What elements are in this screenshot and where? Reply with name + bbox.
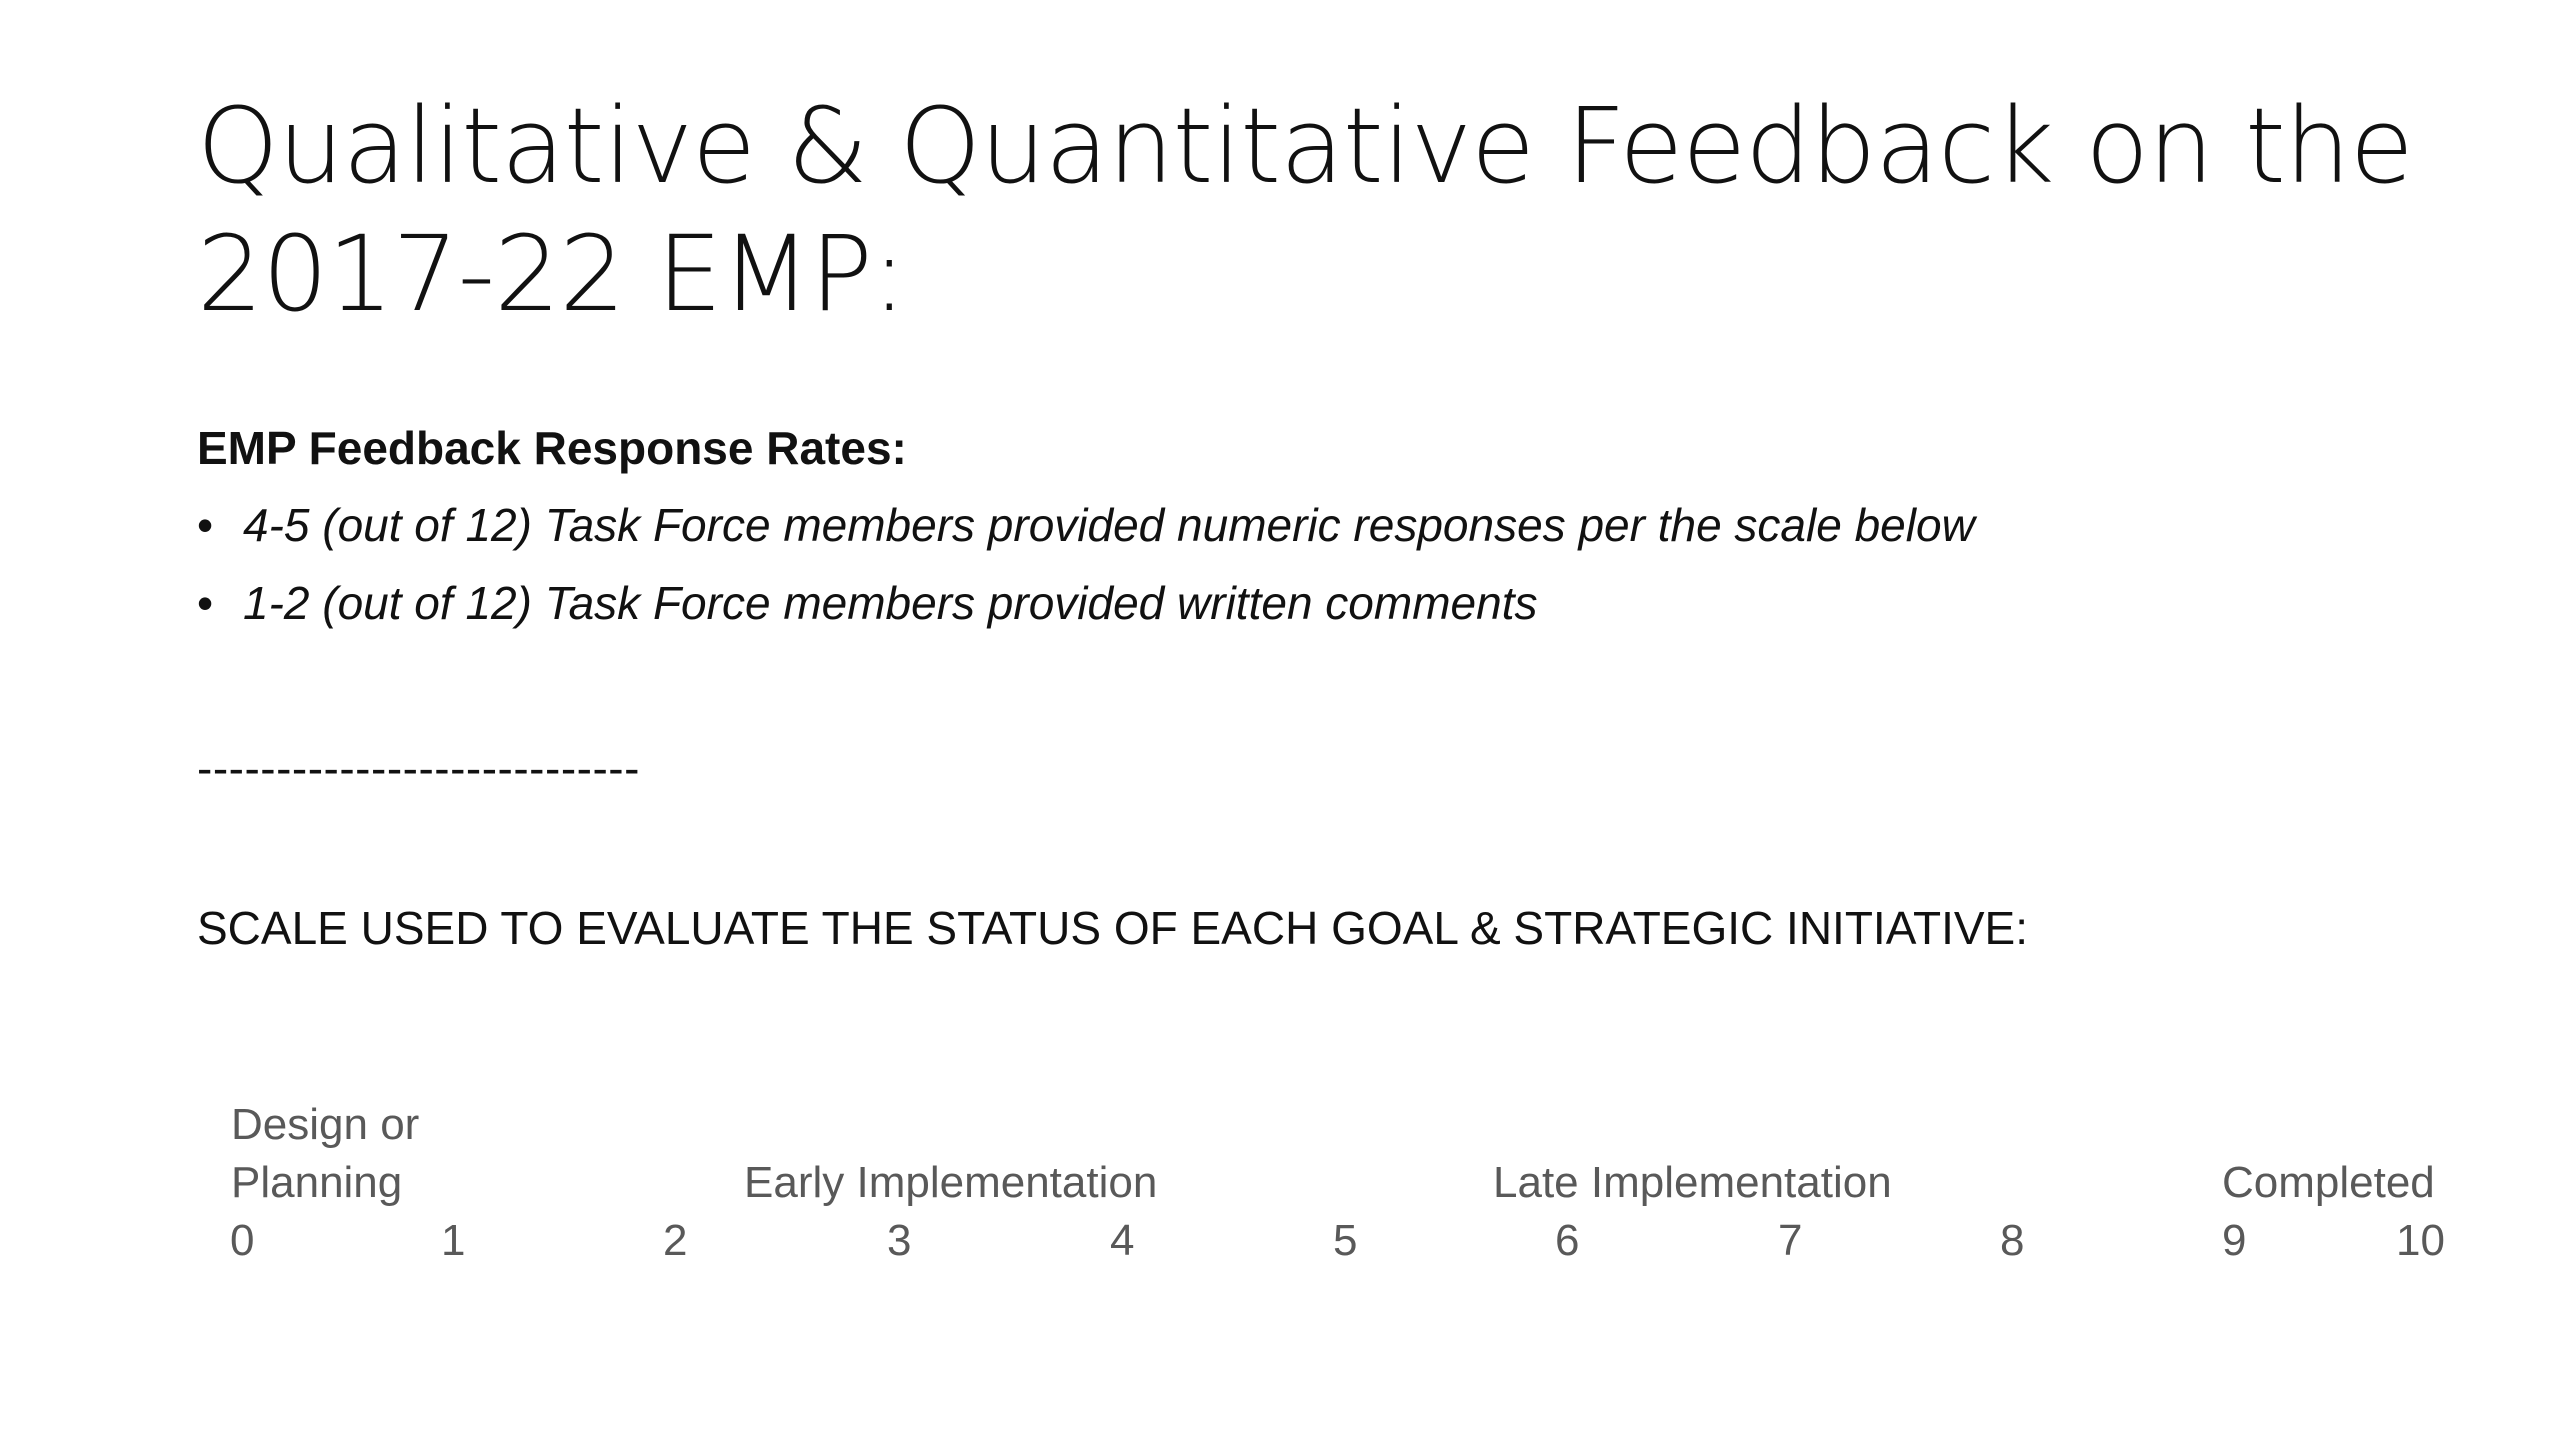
slide-title-line-1: Qualitative & Quantitative Feedback on t… <box>197 85 2414 207</box>
scale-label-completed: Completed <box>2222 1158 2435 1207</box>
scale-label-design-line1: Design or <box>231 1100 420 1149</box>
scale-label-late-implementation: Late Implementation <box>1493 1158 1892 1207</box>
scale-number-10: 10 <box>2396 1216 2445 1265</box>
scale-number-3: 3 <box>887 1216 912 1265</box>
scale-number-1: 1 <box>441 1216 466 1265</box>
scale-number-2: 2 <box>663 1216 688 1265</box>
scale-label-early-implementation: Early Implementation <box>744 1158 1158 1207</box>
scale-number-8: 8 <box>2000 1216 2025 1265</box>
bullet-icon: • <box>197 499 214 551</box>
bullet-text-numeric-responses: 4-5 (out of 12) Task Force members provi… <box>243 499 1975 551</box>
scale-number-6: 6 <box>1555 1216 1580 1265</box>
list-item: • 1-2 (out of 12) Task Force members pro… <box>197 575 1975 653</box>
scale-label-design-line2: Planning <box>231 1158 403 1207</box>
scale-number-9: 9 <box>2222 1216 2247 1265</box>
scale-heading: SCALE USED TO EVALUATE THE STATUS OF EAC… <box>197 902 2028 954</box>
list-item: • 4-5 (out of 12) Task Force members pro… <box>197 497 1975 575</box>
scale-number-4: 4 <box>1110 1216 1135 1265</box>
response-rates-list: • 4-5 (out of 12) Task Force members pro… <box>197 497 1975 653</box>
slide-title: Qualitative & Quantitative Feedback on t… <box>197 82 2414 338</box>
bullet-text-written-comments: 1-2 (out of 12) Task Force members provi… <box>243 577 1538 629</box>
response-rates-heading: EMP Feedback Response Rates: <box>197 422 907 474</box>
slide-title-line-2: 2017-22 EMP: <box>197 213 907 335</box>
bullet-icon: • <box>197 577 214 629</box>
scale-number-7: 7 <box>1778 1216 1803 1265</box>
dashed-separator: ---------------------------- <box>197 742 640 794</box>
scale-number-0: 0 <box>230 1216 255 1265</box>
scale-number-5: 5 <box>1333 1216 1358 1265</box>
